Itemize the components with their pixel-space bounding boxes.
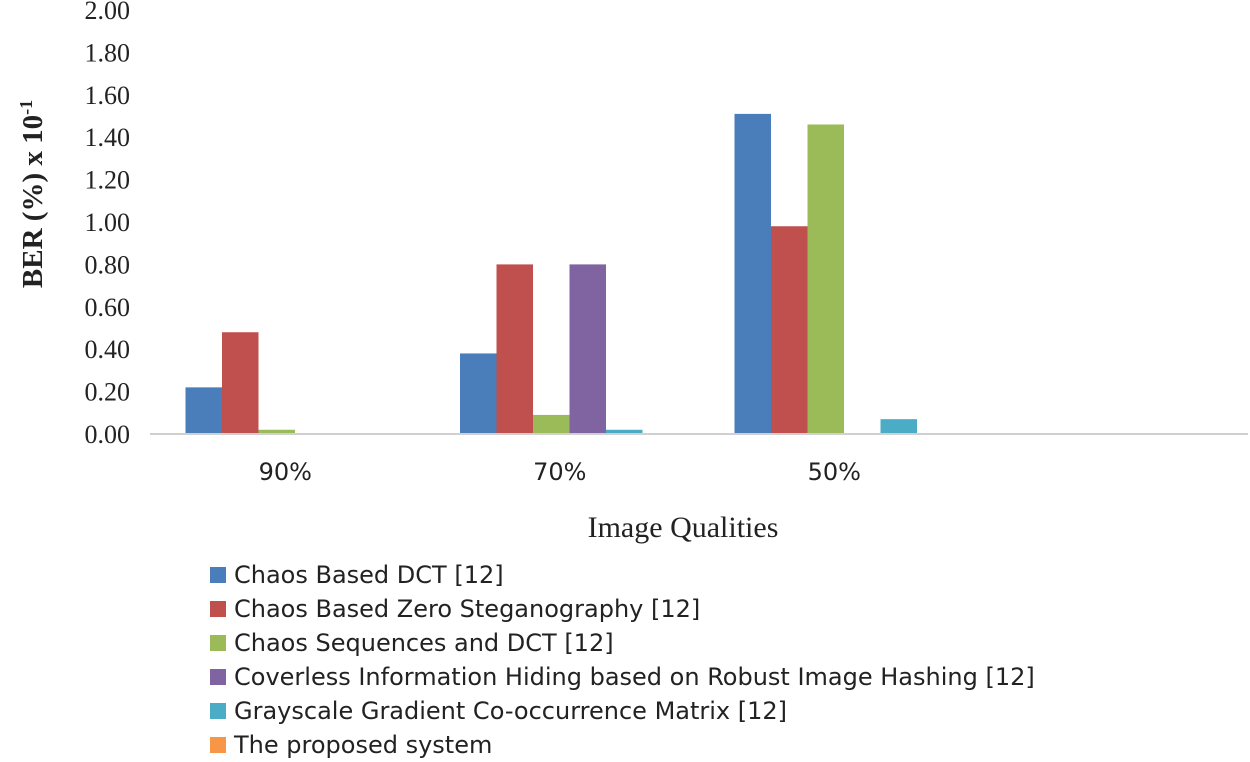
bar [807,124,844,434]
y-tick-label: 0.80 [85,250,131,279]
legend-item: Chaos Based Zero Steganography [12] [210,592,1035,626]
legend-label: Chaos Based Zero Steganography [12] [234,595,701,623]
y-tick-label: 0.40 [85,335,131,364]
legend-label: The proposed system [234,731,493,759]
legend-item: The proposed system [210,728,1035,762]
bar [880,419,917,434]
y-tick-label: 0.60 [85,293,131,322]
y-axis-label-main: BER (%) x 10 [17,115,49,288]
y-tick-label: 1.40 [85,123,131,152]
bar [496,264,533,434]
y-tick-label: 1.00 [85,208,131,237]
y-tick-label: 1.60 [85,81,131,110]
legend-swatch [210,601,226,617]
legend-swatch [210,635,226,651]
legend-item: Coverless Information Hiding based on Ro… [210,660,1035,694]
bars [185,113,917,434]
y-tick-label: 0.00 [85,420,131,449]
legend-swatch [210,669,226,685]
legend-swatch [210,703,226,719]
legend-swatch [210,567,226,583]
legend-label: Chaos Sequences and DCT [12] [234,629,614,657]
bar [460,353,497,434]
legend-label: Coverless Information Hiding based on Ro… [234,663,1035,691]
legend-item: Grayscale Gradient Co-occurrence Matrix … [210,694,1035,728]
y-axis-label: BER (%) x 10-1 [16,100,49,288]
legend-label: Chaos Based DCT [12] [234,561,504,589]
legend-item: Chaos Based DCT [12] [210,558,1035,592]
x-tick-label: 90% [259,458,312,486]
bar [258,429,295,434]
legend-label: Grayscale Gradient Co-occurrence Matrix … [234,697,788,725]
x-tick-label: 70% [533,458,586,486]
bar [606,429,643,434]
bar [734,113,771,434]
y-tick-label: 1.80 [85,38,131,67]
bar [533,414,570,434]
y-tick-label: 2.00 [85,0,131,25]
legend-swatch [210,737,226,753]
y-axis-ticks: 0.00 0.20 0.40 0.60 0.80 1.00 1.20 1.40 1.60 1.80… [85,0,131,449]
x-axis-ticks: 90% 70% 50% [259,458,861,486]
y-axis-label-superscript: -1 [16,100,36,115]
legend-item: Chaos Sequences and DCT [12] [210,626,1035,660]
bar [185,387,222,434]
chart-legend: Chaos Based DCT [12] Chaos Based Zero Ste… [210,558,1035,762]
bar [569,264,606,434]
x-axis-label: Image Qualities [588,511,779,544]
x-tick-label: 50% [808,458,861,486]
bar [771,226,808,434]
y-tick-label: 1.20 [85,166,131,195]
y-tick-label: 0.20 [85,378,131,407]
bar [222,332,259,434]
